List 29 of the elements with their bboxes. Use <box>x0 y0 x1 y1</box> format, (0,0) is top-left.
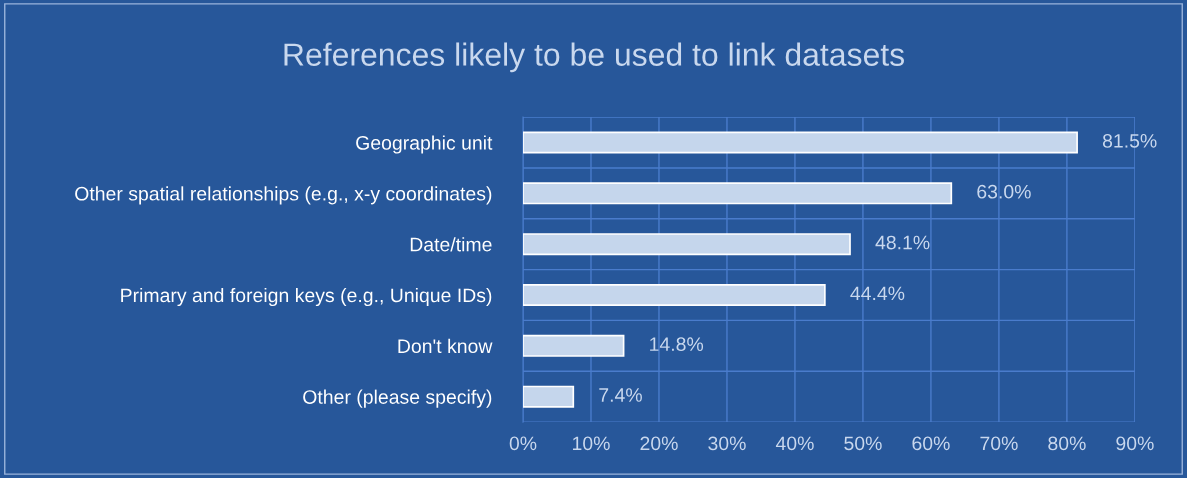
y-tick-label: Other (please specify) <box>303 389 492 408</box>
y-tick-label: Date/time <box>410 237 492 252</box>
bar <box>522 284 826 307</box>
y-tick-label: Don't know <box>398 338 493 354</box>
x-tick-label: 50% <box>844 436 882 451</box>
y-tick-label: Primary and foreign keys (e.g., Unique IDs) <box>121 287 492 307</box>
y-tick-label: Other spatial relationships (e.g., x-y coordinates) <box>75 186 492 205</box>
chart-title: References likely to be used to link datasets <box>284 42 904 73</box>
x-tick-label: 30% <box>708 436 746 451</box>
x-tick-label: 70% <box>980 436 1018 451</box>
x-tick-label: 20% <box>640 436 678 451</box>
bar <box>522 131 1078 154</box>
x-tick-label: 90% <box>1116 436 1154 451</box>
bar <box>522 334 625 357</box>
x-tick-label: 80% <box>1048 436 1086 451</box>
x-tick-label: 10% <box>573 436 610 451</box>
y-tick-label: Geographic unit <box>356 135 493 154</box>
x-tick-label: 0% <box>509 436 537 451</box>
data-label: 48.1% <box>875 235 930 250</box>
bar <box>522 385 575 408</box>
data-label: 44.4% <box>850 286 905 301</box>
data-label: 7.4% <box>599 388 642 402</box>
data-label: 81.5% <box>1102 133 1157 148</box>
bar <box>522 182 953 205</box>
bar <box>522 233 851 256</box>
data-label: 14.8% <box>650 337 704 352</box>
x-tick-label: 40% <box>775 436 814 451</box>
data-label: 63.0% <box>977 184 1031 199</box>
x-tick-label: 60% <box>912 436 950 451</box>
